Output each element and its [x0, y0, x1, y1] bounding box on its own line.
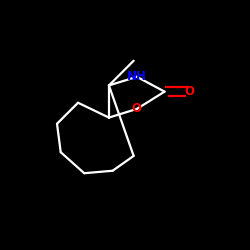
- Text: NH: NH: [127, 70, 147, 83]
- Text: O: O: [184, 85, 194, 98]
- Text: O: O: [132, 102, 142, 116]
